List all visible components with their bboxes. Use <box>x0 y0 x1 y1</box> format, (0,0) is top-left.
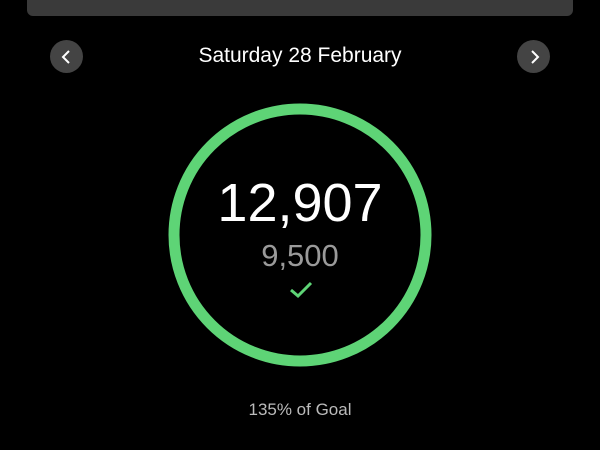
progress-ring <box>168 103 432 367</box>
top-bar <box>27 0 573 16</box>
chevron-right-icon <box>530 49 539 64</box>
goal-percentage: 135% of Goal <box>248 400 352 419</box>
chevron-left-icon <box>61 49 70 64</box>
next-day-button[interactable] <box>517 40 550 73</box>
date-title: Saturday 28 February <box>198 44 402 67</box>
step-count: 12,907 <box>217 173 383 233</box>
check-icon <box>290 281 313 299</box>
step-goal: 9,500 <box>261 238 339 273</box>
previous-day-button[interactable] <box>50 40 83 73</box>
